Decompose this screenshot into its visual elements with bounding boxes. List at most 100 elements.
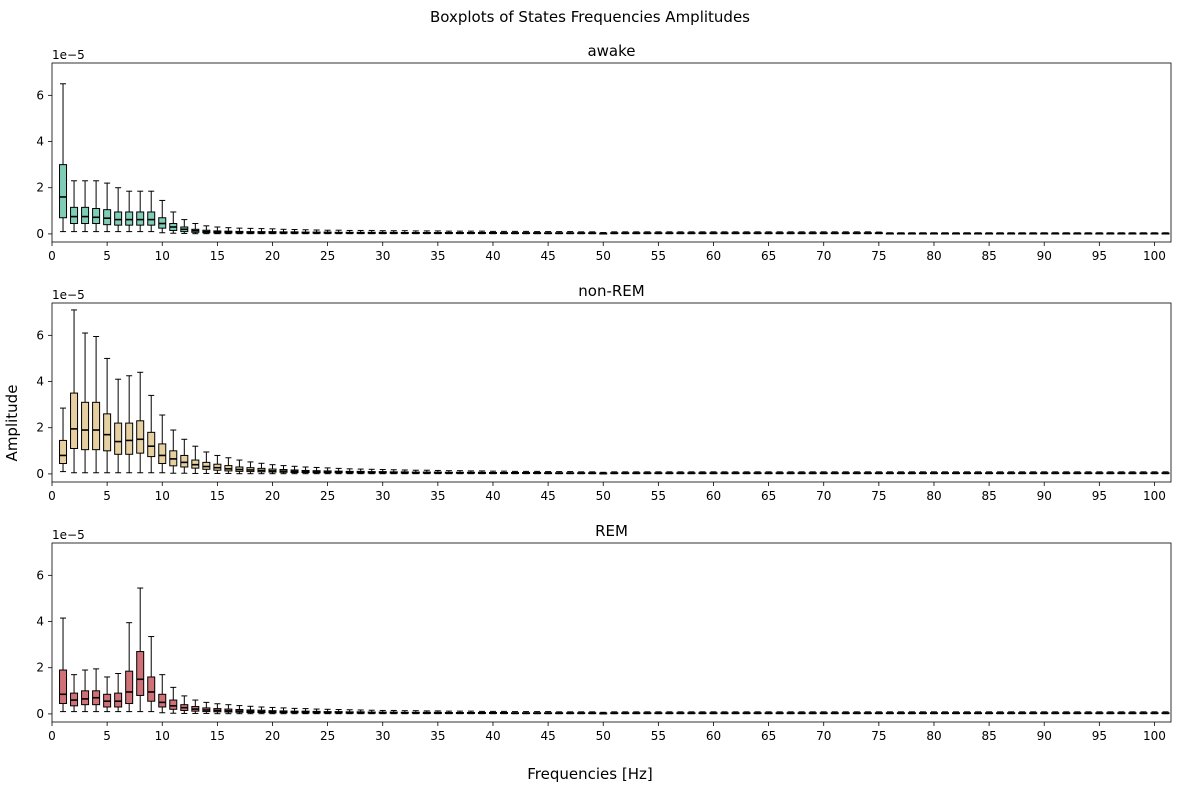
x-tick-label: 85 xyxy=(981,489,996,503)
box-93 xyxy=(1073,471,1082,475)
box-46 xyxy=(555,711,564,715)
iqr-box xyxy=(147,211,156,226)
box-78 xyxy=(907,471,916,475)
x-tick-label: 70 xyxy=(816,249,831,263)
iqr-box xyxy=(125,211,134,226)
box-31 xyxy=(389,709,398,715)
box-65 xyxy=(764,711,773,715)
box-94 xyxy=(1084,471,1093,475)
box-79 xyxy=(918,471,927,475)
y-tick-label: 4 xyxy=(36,135,44,149)
iqr-box xyxy=(147,676,156,702)
figure-title: Boxplots of States Frequencies Amplitude… xyxy=(429,8,750,26)
box-42 xyxy=(511,470,520,475)
box-83 xyxy=(963,711,972,715)
box-62 xyxy=(731,471,740,475)
box-27 xyxy=(345,229,354,235)
plot-frame xyxy=(51,62,1172,243)
x-tick-label: 70 xyxy=(816,489,831,503)
box-25 xyxy=(323,229,332,235)
box-37 xyxy=(455,470,464,475)
box-66 xyxy=(775,471,784,475)
x-tick-label: 35 xyxy=(430,729,445,743)
box-27 xyxy=(345,468,354,475)
box-46 xyxy=(555,471,564,475)
box-42 xyxy=(511,230,520,235)
box-60 xyxy=(709,471,718,475)
iqr-box xyxy=(158,443,167,465)
box-57 xyxy=(676,231,685,235)
x-tick-label: 0 xyxy=(48,489,56,503)
box-31 xyxy=(389,469,398,475)
box-70 xyxy=(819,711,828,715)
box-98 xyxy=(1128,471,1137,475)
box-74 xyxy=(863,471,872,475)
box-55 xyxy=(654,231,663,235)
box-89 xyxy=(1029,471,1038,475)
x-tick-label: 15 xyxy=(210,729,225,743)
box-62 xyxy=(731,231,740,235)
box-45 xyxy=(544,711,553,715)
box-27 xyxy=(345,709,354,715)
box-19 xyxy=(257,462,266,475)
box-81 xyxy=(940,471,949,475)
y-tick-label: 0 xyxy=(36,467,44,481)
box-36 xyxy=(444,230,453,235)
box-91 xyxy=(1051,711,1060,715)
box-97 xyxy=(1117,471,1126,475)
box-17 xyxy=(235,459,244,475)
box-34 xyxy=(422,710,431,715)
x-tick-label: 90 xyxy=(1037,249,1052,263)
box-91 xyxy=(1051,471,1060,475)
box-18 xyxy=(246,227,255,235)
box-7 xyxy=(125,190,134,233)
x-tick-label: 25 xyxy=(320,489,335,503)
box-15 xyxy=(213,454,222,474)
box-25 xyxy=(323,708,332,715)
box-80 xyxy=(929,471,938,475)
iqr-box xyxy=(81,206,90,225)
y-tick-label: 4 xyxy=(36,375,44,389)
box-90 xyxy=(1040,471,1049,475)
x-tick-label: 10 xyxy=(155,249,170,263)
box-83 xyxy=(963,232,972,235)
box-18 xyxy=(246,705,255,715)
box-74 xyxy=(863,231,872,235)
box-70 xyxy=(819,231,828,235)
box-93 xyxy=(1073,232,1082,235)
box-54 xyxy=(643,231,652,235)
iqr-box xyxy=(114,211,123,226)
box-98 xyxy=(1128,711,1137,715)
box-72 xyxy=(841,231,850,235)
box-52 xyxy=(621,231,630,235)
y-tick-label: 2 xyxy=(36,421,44,435)
box-30 xyxy=(378,709,387,715)
box-15 xyxy=(213,703,222,715)
box-89 xyxy=(1029,711,1038,715)
box-32 xyxy=(400,710,409,715)
box-100 xyxy=(1150,232,1159,235)
box-35 xyxy=(433,710,442,715)
box-21 xyxy=(279,228,288,235)
box-11 xyxy=(169,429,178,474)
box-22 xyxy=(290,465,299,475)
x-tick-label: 35 xyxy=(430,489,445,503)
box-6 xyxy=(114,187,123,233)
iqr-box xyxy=(92,208,101,225)
box-22 xyxy=(290,707,299,715)
box-3 xyxy=(81,332,90,474)
box-10 xyxy=(158,414,167,474)
iqr-box xyxy=(59,164,68,219)
box-14 xyxy=(202,451,211,474)
box-72 xyxy=(841,471,850,475)
box-44 xyxy=(533,470,542,475)
box-24 xyxy=(312,229,321,235)
box-30 xyxy=(378,469,387,475)
box-50 xyxy=(599,471,608,475)
box-53 xyxy=(632,231,641,235)
box-26 xyxy=(334,709,343,715)
box-68 xyxy=(797,711,806,715)
y-offset-label: 1e−5 xyxy=(52,48,85,62)
